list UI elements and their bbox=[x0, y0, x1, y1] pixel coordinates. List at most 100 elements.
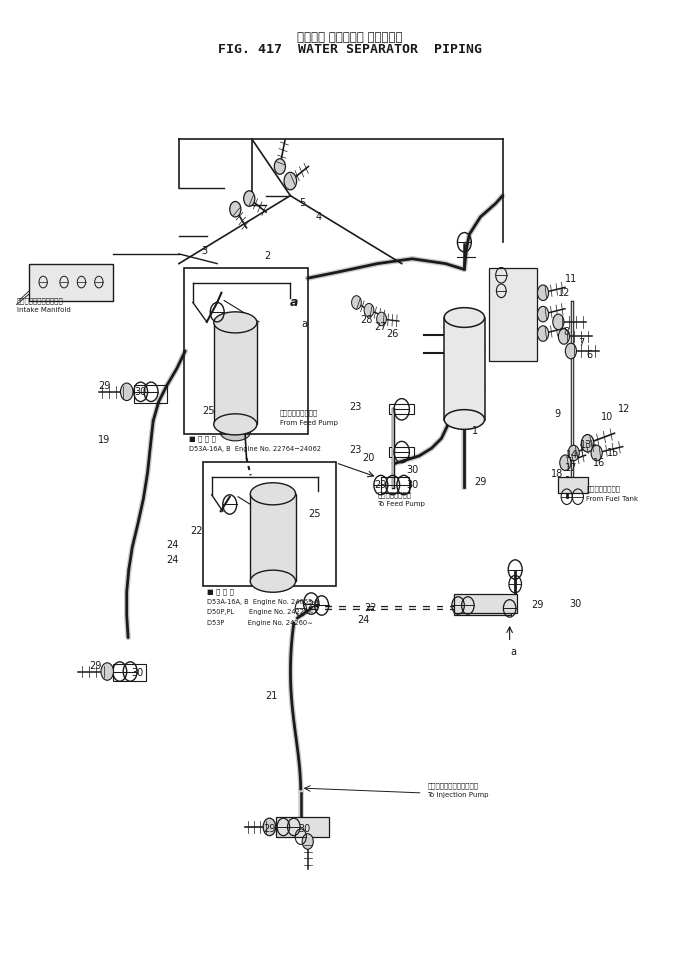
Text: a: a bbox=[510, 647, 516, 657]
Text: 24: 24 bbox=[307, 601, 319, 611]
Text: 6: 6 bbox=[586, 350, 593, 360]
Text: From Feed Pump: From Feed Pump bbox=[280, 420, 338, 426]
Ellipse shape bbox=[214, 312, 257, 333]
Text: 20: 20 bbox=[362, 453, 375, 463]
Text: Intake Manifold: Intake Manifold bbox=[17, 307, 71, 314]
Circle shape bbox=[244, 191, 255, 206]
Ellipse shape bbox=[250, 483, 296, 505]
Text: 29: 29 bbox=[474, 477, 487, 487]
Bar bbox=[389, 447, 415, 457]
Text: 24: 24 bbox=[166, 555, 178, 565]
Circle shape bbox=[230, 202, 241, 217]
Text: 14: 14 bbox=[566, 450, 578, 460]
Circle shape bbox=[565, 343, 577, 358]
Circle shape bbox=[101, 662, 113, 680]
Circle shape bbox=[302, 834, 313, 849]
Bar bbox=[559, 477, 588, 493]
Text: 12: 12 bbox=[619, 404, 630, 414]
Text: 16: 16 bbox=[593, 458, 605, 468]
Text: 4: 4 bbox=[316, 212, 322, 222]
Text: 26: 26 bbox=[387, 328, 399, 339]
Text: 24: 24 bbox=[357, 615, 370, 625]
Circle shape bbox=[538, 307, 549, 321]
Text: 25: 25 bbox=[308, 509, 321, 519]
Text: D53A-16A, B  Engine No. 22764−24062: D53A-16A, B Engine No. 22764−24062 bbox=[189, 446, 322, 452]
Bar bbox=[454, 596, 511, 616]
Circle shape bbox=[568, 445, 579, 461]
Circle shape bbox=[284, 172, 296, 190]
Text: 22: 22 bbox=[190, 526, 203, 536]
Text: 10: 10 bbox=[601, 412, 613, 422]
Circle shape bbox=[553, 315, 564, 329]
Text: フエルタンクから: フエルタンクから bbox=[586, 486, 620, 492]
Text: 30: 30 bbox=[131, 668, 143, 679]
Circle shape bbox=[364, 304, 374, 317]
Text: To Feed Pump: To Feed Pump bbox=[377, 502, 425, 507]
Text: D53A-16A, B  Engine No. 24063∼: D53A-16A, B Engine No. 24063∼ bbox=[207, 599, 317, 605]
Text: フィードポンプから: フィードポンプから bbox=[280, 410, 318, 417]
Bar bbox=[134, 385, 167, 402]
Text: 12: 12 bbox=[558, 287, 570, 298]
Bar bbox=[184, 269, 308, 433]
Ellipse shape bbox=[444, 410, 484, 430]
Text: 13: 13 bbox=[580, 440, 592, 450]
Ellipse shape bbox=[220, 424, 250, 441]
Circle shape bbox=[120, 383, 133, 400]
Circle shape bbox=[538, 325, 549, 341]
Bar bbox=[276, 817, 329, 837]
Text: インテークマニホールド: インテークマニホールド bbox=[17, 297, 64, 304]
Ellipse shape bbox=[250, 570, 296, 592]
Text: ウォータ セパレータ パイピング: ウォータ セパレータ パイピング bbox=[297, 31, 402, 45]
Text: D53P           Engine No. 24260∼: D53P Engine No. 24260∼ bbox=[207, 620, 312, 626]
Text: 23: 23 bbox=[349, 445, 361, 455]
Ellipse shape bbox=[444, 308, 484, 327]
Text: a: a bbox=[289, 296, 298, 309]
Text: 29: 29 bbox=[99, 381, 110, 391]
Text: ■ 用 号 機: ■ 用 号 機 bbox=[207, 588, 233, 594]
Bar bbox=[203, 462, 336, 586]
Text: 22: 22 bbox=[364, 604, 377, 614]
Text: 30: 30 bbox=[406, 465, 418, 474]
Text: 27: 27 bbox=[374, 321, 387, 332]
Text: 29: 29 bbox=[89, 660, 101, 671]
Text: 29: 29 bbox=[375, 480, 387, 490]
Text: 23: 23 bbox=[349, 402, 361, 412]
Text: a: a bbox=[301, 318, 308, 329]
Text: 11: 11 bbox=[565, 274, 577, 284]
Text: ■ 用 号 機: ■ 用 号 機 bbox=[189, 435, 216, 442]
Bar bbox=[113, 663, 146, 681]
Text: 21: 21 bbox=[266, 691, 278, 701]
Circle shape bbox=[582, 434, 594, 452]
Text: 19: 19 bbox=[99, 435, 110, 445]
Text: インジェクションポンプへ: インジェクションポンプへ bbox=[428, 783, 479, 790]
Text: 5: 5 bbox=[299, 199, 305, 208]
Text: 8: 8 bbox=[563, 326, 570, 337]
Text: 28: 28 bbox=[360, 315, 373, 325]
Text: To Injection Pump: To Injection Pump bbox=[428, 792, 489, 798]
Text: 30: 30 bbox=[406, 480, 418, 490]
Circle shape bbox=[263, 818, 275, 836]
Circle shape bbox=[274, 159, 285, 174]
Circle shape bbox=[559, 328, 570, 344]
Text: 3: 3 bbox=[201, 246, 208, 256]
Text: 1: 1 bbox=[472, 426, 478, 435]
Bar bbox=[389, 404, 415, 414]
Circle shape bbox=[538, 285, 549, 301]
Circle shape bbox=[560, 455, 571, 470]
Text: 7: 7 bbox=[578, 338, 584, 349]
Text: 30: 30 bbox=[570, 599, 582, 609]
Text: フィードポンプへ: フィードポンプへ bbox=[377, 492, 411, 498]
Text: 29: 29 bbox=[264, 824, 275, 834]
Text: 18: 18 bbox=[551, 469, 563, 479]
Bar bbox=[381, 477, 409, 493]
Ellipse shape bbox=[214, 414, 257, 435]
Circle shape bbox=[377, 313, 387, 325]
Text: 30: 30 bbox=[298, 824, 310, 834]
Text: 2: 2 bbox=[264, 251, 271, 261]
Bar bbox=[489, 269, 538, 360]
Bar bbox=[454, 594, 517, 614]
Circle shape bbox=[591, 445, 603, 461]
Text: 29: 29 bbox=[531, 601, 544, 611]
Text: 17: 17 bbox=[565, 463, 577, 472]
Bar bbox=[214, 322, 257, 425]
